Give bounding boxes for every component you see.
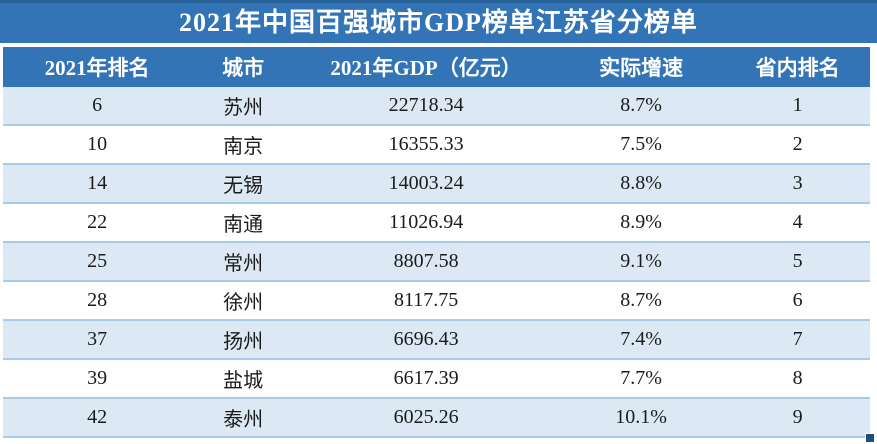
cell-rank-2021: 37 [3,320,192,360]
cell-rank-2021: 28 [3,281,192,321]
header-row: 2021年排名 城市 2021年GDP（亿元） 实际增速 省内排名 [3,47,870,87]
cell-province-rank: 9 [725,398,870,438]
cell-gdp: 14003.24 [295,164,557,204]
cell-growth-rate: 8.9% [556,203,726,243]
table-row: 22 南通 11026.94 8.9% 4 [3,203,870,243]
header-province-rank: 省内排名 [725,47,870,87]
table-row: 39 盐城 6617.39 7.7% 8 [3,359,870,399]
table-body: 6 苏州 22718.34 8.7% 1 10 南京 16355.33 7.5% 2 14 无锡 140… [3,87,870,438]
table-row: 6 苏州 22718.34 8.7% 1 [3,87,870,126]
cell-gdp: 22718.34 [295,87,557,126]
cell-rank-2021: 10 [3,125,192,165]
cell-gdp: 8807.58 [295,242,557,282]
table-row: 37 扬州 6696.43 7.4% 7 [3,320,870,360]
cell-province-rank: 5 [725,242,870,282]
cell-gdp: 16355.33 [295,125,557,165]
cell-province-rank: 1 [725,87,870,126]
table-container: 2021年排名 城市 2021年GDP（亿元） 实际增速 省内排名 6 苏州 227… [3,47,870,438]
gdp-table: 2021年排名 城市 2021年GDP（亿元） 实际增速 省内排名 6 苏州 227… [3,47,870,438]
fill-handle[interactable] [865,433,874,442]
cell-province-rank: 8 [725,359,870,399]
header-rank-2021: 2021年排名 [3,47,192,87]
cell-gdp: 6696.43 [295,320,557,360]
cell-rank-2021: 14 [3,164,192,204]
cell-growth-rate: 7.5% [556,125,726,165]
cell-city: 南京 [191,125,296,165]
cell-growth-rate: 7.4% [556,320,726,360]
cell-growth-rate: 9.1% [556,242,726,282]
cell-province-rank: 6 [725,281,870,321]
header-city: 城市 [191,47,296,87]
cell-growth-rate: 7.7% [556,359,726,399]
cell-rank-2021: 22 [3,203,192,243]
cell-city: 无锡 [191,164,296,204]
cell-gdp: 6025.26 [295,398,557,438]
header-growth-rate: 实际增速 [556,47,726,87]
header-gdp: 2021年GDP（亿元） [295,47,557,87]
table-row: 42 泰州 6025.26 10.1% 9 [3,398,870,438]
cell-city: 南通 [191,203,296,243]
cell-gdp: 8117.75 [295,281,557,321]
table-title: 2021年中国百强城市GDP榜单江苏省分榜单 [0,0,877,43]
cell-city: 盐城 [191,359,296,399]
title-separator [0,43,877,47]
cell-city: 徐州 [191,281,296,321]
cell-growth-rate: 8.8% [556,164,726,204]
cell-rank-2021: 25 [3,242,192,282]
cell-rank-2021: 39 [3,359,192,399]
cell-province-rank: 2 [725,125,870,165]
cell-growth-rate: 8.7% [556,87,726,126]
cell-gdp: 6617.39 [295,359,557,399]
cell-rank-2021: 42 [3,398,192,438]
cell-province-rank: 3 [725,164,870,204]
cell-growth-rate: 10.1% [556,398,726,438]
table-row: 14 无锡 14003.24 8.8% 3 [3,164,870,204]
cell-city: 泰州 [191,398,296,438]
table-row: 10 南京 16355.33 7.5% 2 [3,125,870,165]
cell-city: 苏州 [191,87,296,126]
cell-gdp: 11026.94 [295,203,557,243]
cell-city: 常州 [191,242,296,282]
table-row: 25 常州 8807.58 9.1% 5 [3,242,870,282]
table-row: 28 徐州 8117.75 8.7% 6 [3,281,870,321]
cell-rank-2021: 6 [3,87,192,126]
cell-city: 扬州 [191,320,296,360]
cell-growth-rate: 8.7% [556,281,726,321]
cell-province-rank: 7 [725,320,870,360]
cell-province-rank: 4 [725,203,870,243]
